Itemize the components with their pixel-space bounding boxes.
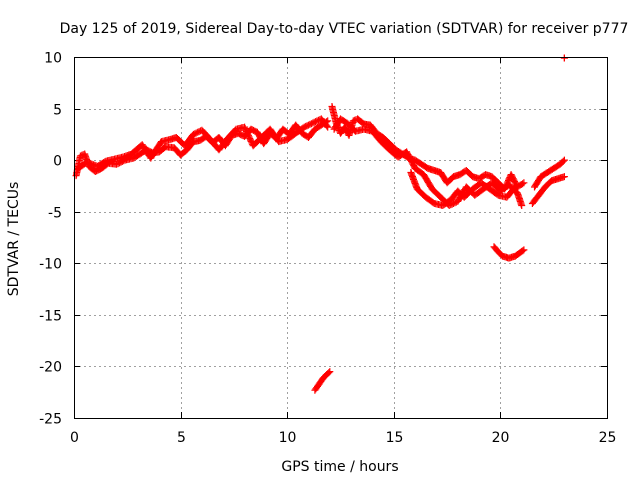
x-tick-label: 20 [492,430,510,446]
y-tick-label: 5 [53,103,62,119]
data-point [325,369,333,377]
data-point [560,173,568,181]
grid-lines [74,57,607,418]
data-point [324,123,332,131]
data-point [559,157,567,165]
x-tick-label: 0 [70,430,79,446]
y-tick-label: -5 [48,206,62,222]
data-point [511,183,519,191]
data-point [520,179,528,187]
x-tick-labels: 0 5 10 15 20 25 [70,430,616,446]
data-point [323,122,331,130]
y-axis-label: SDTVAR / TECUs [6,182,22,297]
x-tick-label: 25 [599,430,617,446]
data-point [518,202,526,209]
chart-title: Day 125 of 2019, Sidereal Day-to-day VTE… [60,21,629,37]
x-axis-label: GPS time / hours [281,459,398,475]
data-point [560,156,568,164]
x-tick-label: 10 [279,430,297,446]
tick-marks [74,57,608,419]
plot-frame [74,57,608,419]
y-tick-label: -10 [39,257,62,273]
data-point [519,180,527,188]
data-point [520,246,528,254]
y-tick-label: 0 [53,154,62,170]
x-tick-label: 15 [386,430,404,446]
y-tick-labels: 10 5 0 -5 -10 -15 -20 -25 [39,51,62,428]
y-tick-label: -15 [39,309,62,325]
y-tick-label: 10 [44,51,62,67]
y-tick-label: -20 [39,360,62,376]
y-tick-label: -25 [39,412,62,428]
x-tick-label: 5 [177,430,186,446]
data-point [519,247,527,255]
data-series-sdtvar [72,54,568,394]
data-point [510,184,518,192]
data-point [326,368,334,376]
